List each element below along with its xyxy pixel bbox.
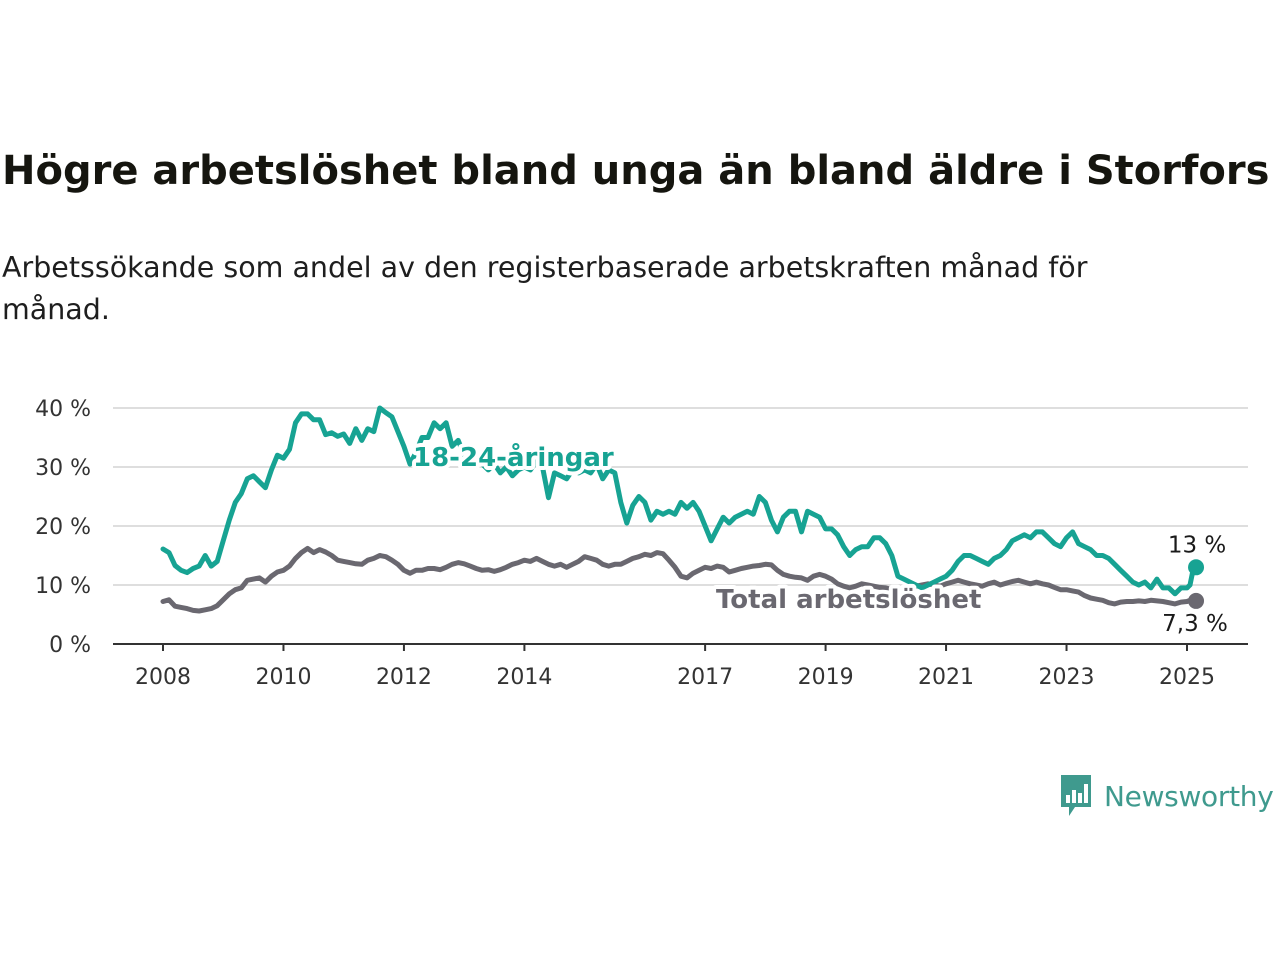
x-tick-label: 2021 xyxy=(918,665,974,690)
series-end-label: 13 % xyxy=(1168,532,1226,558)
series-line xyxy=(160,545,1199,614)
brand-name: Newsworthy xyxy=(1104,779,1274,813)
x-tick-label: 2008 xyxy=(135,665,191,690)
series-label: 18-24-åringar xyxy=(413,441,614,473)
x-tick-label: 2025 xyxy=(1159,665,1215,690)
page-title: Högre arbetslöshet bland unga än bland ä… xyxy=(2,148,1270,194)
y-tick-label: 0 % xyxy=(49,633,91,658)
x-tick-label: 2023 xyxy=(1039,665,1095,690)
x-tick-label: 2017 xyxy=(677,665,733,690)
x-tick-label: 2012 xyxy=(376,665,432,690)
series-labels: 18-24-åringar Total arbetslöshet 13 % 7,3 % xyxy=(409,437,1230,639)
newsworthy-logo: Newsworthy xyxy=(1058,772,1274,820)
y-tick-label: 40 % xyxy=(35,397,91,422)
series-end-label: 7,3 % xyxy=(1162,611,1228,637)
y-tick-label: 20 % xyxy=(35,515,91,540)
gridlines xyxy=(113,407,1248,586)
y-axis-ticks: 0 % 10 % 20 % 30 % 40 % xyxy=(35,397,91,658)
series-end-point xyxy=(1188,592,1205,609)
x-axis-ticks: 2008 2010 2012 2014 2017 2019 2021 2023 2025 xyxy=(135,644,1215,690)
series-label: Total arbetslöshet xyxy=(716,585,981,615)
x-tick-label: 2019 xyxy=(798,665,854,690)
y-tick-label: 10 % xyxy=(35,574,91,599)
series-line xyxy=(160,405,1199,597)
newsworthy-logo-icon xyxy=(1061,775,1091,816)
x-tick-label: 2010 xyxy=(255,665,311,690)
y-tick-label: 30 % xyxy=(35,456,91,481)
page-subtitle: Arbetssökande som andel av den registerb… xyxy=(2,251,1088,326)
line-chart: 0 % 10 % 20 % 30 % 40 % 2008 2010 2012 2014 2017… xyxy=(35,397,1248,690)
series-end-point xyxy=(1188,559,1205,576)
series-lines xyxy=(160,405,1205,614)
x-tick-label: 2014 xyxy=(496,665,552,690)
